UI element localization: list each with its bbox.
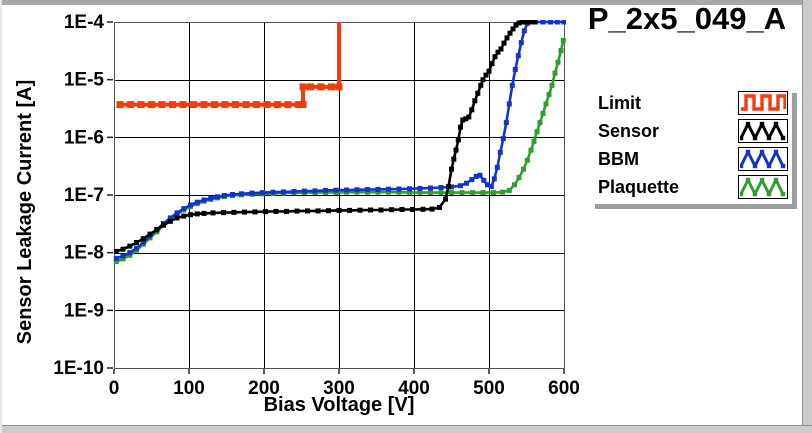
x-tick-label: 600 (548, 378, 580, 399)
legend-item-bbm[interactable]: BBM (590, 145, 792, 173)
x-tick-label: 500 (473, 378, 505, 399)
window-border-top (0, 0, 812, 5)
y-axis-title: Sensor Leakage Current [A] (14, 79, 36, 345)
series-limit (116, 22, 343, 109)
window-border-right (802, 0, 812, 433)
series-sensor (113, 20, 538, 254)
window-border-left (0, 0, 2, 433)
legend-item-limit[interactable]: Limit (590, 89, 792, 117)
y-tick-label: 1E-7 (64, 185, 104, 206)
legend-label: Sensor (598, 120, 660, 141)
legend-item-plaquette[interactable]: Plaquette (590, 173, 792, 201)
x-tick-label: 0 (109, 378, 120, 399)
x-tick-label: 200 (248, 378, 280, 399)
legend-label: BBM (598, 148, 639, 169)
plot-legend: Limit Sensor BBM Plaquette (590, 88, 792, 204)
y-tick-label: 1E-6 (64, 127, 104, 148)
triangle-wave-icon (738, 119, 788, 143)
x-tick-label: 100 (173, 378, 205, 399)
y-tick-label: 1E-8 (64, 243, 104, 264)
square-wave-icon (738, 91, 788, 115)
y-tick-label: 1E-10 (53, 358, 104, 379)
triangle-wave-icon (738, 175, 788, 199)
y-tick-label: 1E-5 (64, 70, 105, 91)
legend-label: Plaquette (598, 176, 680, 197)
x-tick-label: 400 (398, 378, 430, 399)
window-border-bottom (0, 425, 812, 433)
plot-title: P_2x5_049_A (587, 1, 787, 36)
y-tick-label: 1E-4 (64, 12, 105, 33)
axis-ticks (107, 21, 565, 374)
triangle-wave-icon (738, 147, 788, 171)
series-bbm (113, 20, 566, 261)
legend-label: Limit (598, 92, 641, 113)
legend-item-sensor[interactable]: Sensor (590, 117, 792, 145)
x-axis-title: Bias Voltage [V] (263, 394, 415, 416)
y-tick-label: 1E-9 (64, 300, 104, 321)
x-tick-label: 300 (323, 378, 355, 399)
